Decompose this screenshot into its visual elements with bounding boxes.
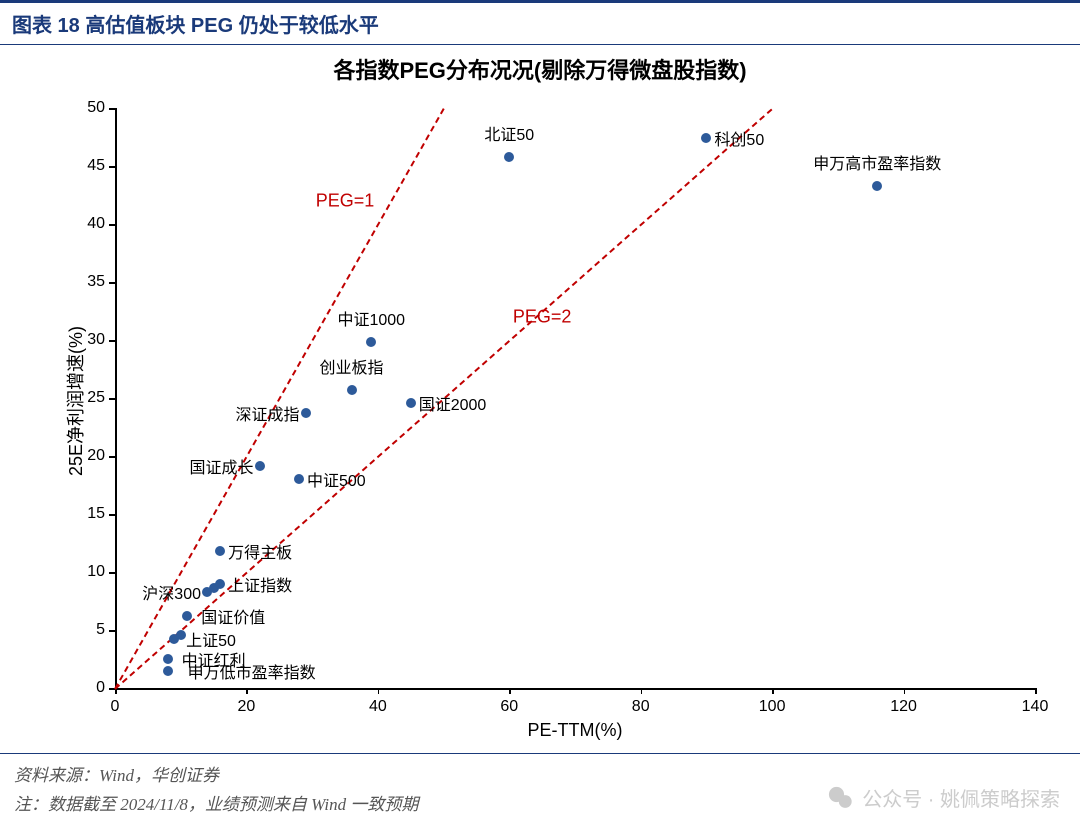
data-point-label: 深证成指 — [236, 401, 300, 425]
x-axis-line — [115, 688, 1035, 690]
data-point-label: 上证50 — [186, 627, 236, 651]
x-tick-label: 40 — [358, 698, 398, 716]
data-point-label: 国证2000 — [419, 391, 487, 415]
x-tick-label: 20 — [226, 698, 266, 716]
data-point — [182, 611, 192, 621]
y-tick-label: 15 — [65, 505, 105, 523]
watermark-text: 公众号 · 姚佩策略探索 — [862, 783, 1060, 812]
x-tick-mark — [509, 688, 511, 694]
y-tick-label: 35 — [65, 273, 105, 291]
data-point — [163, 666, 173, 676]
data-point — [872, 181, 882, 191]
y-tick-mark — [109, 282, 115, 284]
x-tick-mark — [378, 688, 380, 694]
data-point-label: 国证价值 — [201, 604, 265, 628]
y-tick-mark — [109, 108, 115, 110]
data-point — [176, 630, 186, 640]
y-tick-mark — [109, 340, 115, 342]
y-tick-label: 10 — [65, 563, 105, 581]
data-point-label: 国证成长 — [190, 454, 254, 478]
data-point — [255, 461, 265, 471]
data-point-label: 上证指数 — [228, 572, 292, 596]
reference-label: PEG=2 — [513, 306, 572, 327]
x-tick-mark — [772, 688, 774, 694]
y-tick-mark — [109, 398, 115, 400]
y-tick-mark — [109, 166, 115, 168]
y-tick-label: 0 — [65, 679, 105, 697]
x-tick-label: 0 — [95, 698, 135, 716]
y-tick-label: 40 — [65, 215, 105, 233]
data-point-label: 创业板指 — [320, 354, 384, 378]
chart-title: 各指数PEG分布况况(剔除万得微盘股指数) — [0, 53, 1080, 85]
x-tick-label: 120 — [884, 698, 924, 716]
x-tick-mark — [246, 688, 248, 694]
x-tick-mark — [641, 688, 643, 694]
figure-header: 图表 18 高估值板块 PEG 仍处于较低水平 — [0, 0, 1080, 45]
y-axis-line — [115, 108, 117, 688]
x-axis-label: PE-TTM(%) — [528, 720, 623, 741]
data-point-label: 科创50 — [714, 126, 764, 150]
data-point — [163, 654, 173, 664]
data-point-label: 中证500 — [307, 467, 366, 491]
figure-footer: 资料来源：Wind，华创证券 注：数据截至 2024/11/8，业绩预测来自 W… — [0, 753, 1080, 830]
wechat-icon — [826, 784, 854, 812]
x-tick-label: 60 — [489, 698, 529, 716]
x-tick-label: 80 — [621, 698, 661, 716]
y-tick-mark — [109, 456, 115, 458]
data-point-label: 万得主板 — [228, 539, 292, 563]
reference-label: PEG=1 — [316, 190, 375, 211]
x-tick-label: 140 — [1015, 698, 1055, 716]
y-axis-label: 25E净利润增速(%) — [62, 301, 88, 501]
y-tick-mark — [109, 514, 115, 516]
y-tick-mark — [109, 630, 115, 632]
data-point — [301, 408, 311, 418]
figure-number-title: 图表 18 高估值板块 PEG 仍处于较低水平 — [12, 9, 1068, 38]
x-tick-mark — [1035, 688, 1037, 694]
y-tick-label: 5 — [65, 621, 105, 639]
data-point-label: 中证1000 — [337, 306, 405, 330]
y-tick-label: 45 — [65, 157, 105, 175]
scatter-plot: 0510152025303540455002040608010012014025… — [115, 108, 1035, 688]
y-tick-mark — [109, 224, 115, 226]
data-point — [294, 474, 304, 484]
data-point — [347, 385, 357, 395]
data-point — [406, 398, 416, 408]
data-point — [215, 546, 225, 556]
data-point-label: 沪深300 — [142, 580, 201, 604]
watermark: 公众号 · 姚佩策略探索 — [826, 783, 1060, 812]
y-tick-mark — [109, 572, 115, 574]
data-point — [504, 152, 514, 162]
data-point — [215, 579, 225, 589]
data-point — [366, 337, 376, 347]
data-point-label: 申万高市盈率指数 — [813, 150, 941, 174]
x-tick-label: 100 — [752, 698, 792, 716]
data-point-label: 北证50 — [484, 121, 534, 145]
data-point — [701, 133, 711, 143]
chart-container: 各指数PEG分布况况(剔除万得微盘股指数) 051015202530354045… — [0, 53, 1080, 753]
y-tick-label: 50 — [65, 99, 105, 117]
x-tick-mark — [904, 688, 906, 694]
